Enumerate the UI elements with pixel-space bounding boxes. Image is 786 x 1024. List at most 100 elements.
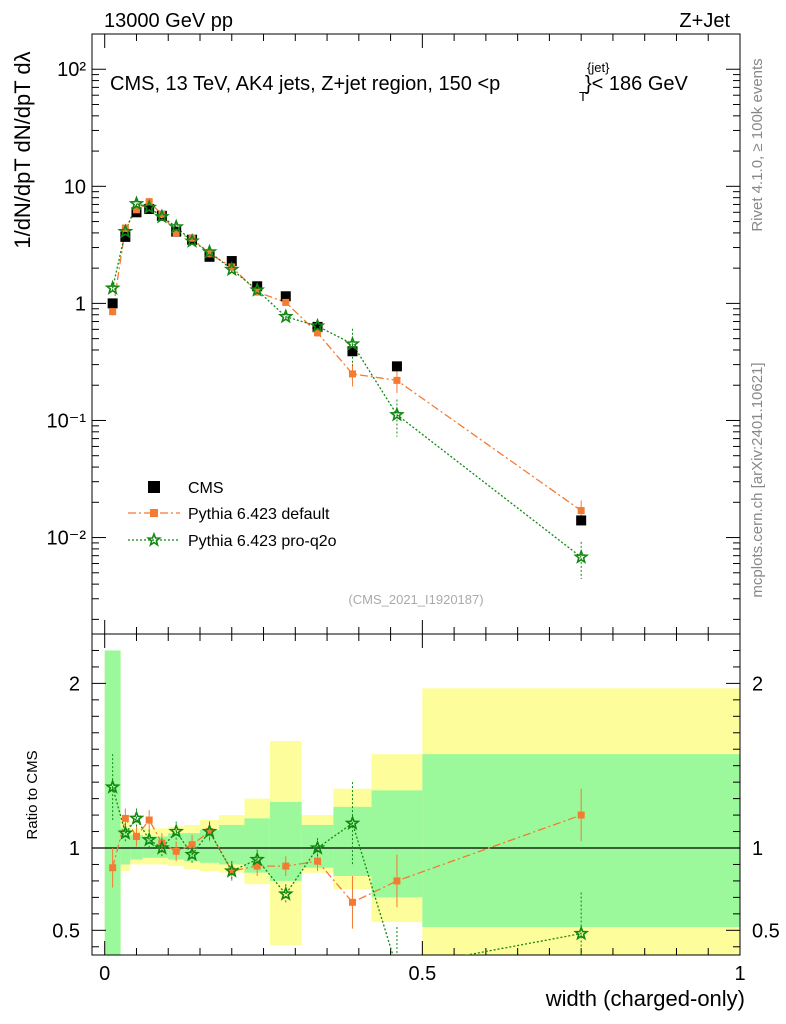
ratio-default-point (172, 847, 180, 855)
ratio-proq2o-point (128, 810, 145, 826)
ratio-proq2o-point (154, 839, 170, 855)
main-y-tick-label: 10² (57, 59, 86, 81)
ratio-proq2o-point (201, 823, 218, 839)
ratio-y-tick-label: 1 (69, 838, 80, 860)
ratio-default-point (188, 841, 196, 849)
main-title-end: }< 186 GeV (585, 73, 689, 95)
ratio-proq2o-point (117, 824, 134, 840)
ratio-x-axis-label: width (charged-only) (545, 986, 745, 1011)
ratio-proq2o-point (391, 962, 402, 973)
ratio-x-tick-label: 0 (99, 963, 110, 985)
main-title: CMS, 13 TeV, AK4 jets, Z+jet region, 150… (110, 60, 689, 104)
cms-data-point (226, 256, 237, 267)
ratio-proq2o-point (249, 851, 266, 867)
ratio-y-axis-label: Ratio to CMS (24, 750, 41, 839)
ratio-default-point (253, 862, 261, 870)
legend-proq2o-marker (146, 531, 162, 547)
pythia-proq2o-point (141, 199, 158, 215)
main-y-tick-label: 10 (64, 176, 86, 198)
pythia-default-point (158, 210, 166, 218)
ratio-y-tick-label-right: 0.5 (752, 920, 780, 942)
ratio-default-point (206, 828, 214, 836)
ratio-default-point (314, 857, 322, 865)
ratio-default-point (348, 898, 356, 906)
cms-data-point (107, 298, 118, 309)
pythia-proq2o-point (117, 223, 134, 239)
pythia-default-point (228, 263, 236, 271)
ratio-proq2o-point (168, 823, 185, 839)
pythia-proq2o-point (249, 281, 266, 297)
ratio-panel-border (91, 633, 741, 956)
ratio-y-tick-label-right: 2 (752, 673, 763, 695)
legend-label: CMS (188, 480, 224, 497)
ratio-default-point (145, 816, 153, 824)
pythia-proq2o-point (128, 195, 145, 211)
ratio-band-inner (120, 828, 131, 865)
pythia-proq2o-point (168, 218, 185, 234)
pythia-proq2o-point (154, 208, 170, 224)
ratio-band-inner (130, 834, 143, 860)
legend-label: Pythia 6.423 default (188, 506, 330, 523)
ratio-proq2o-point (344, 815, 361, 831)
ratio-default-point (393, 877, 401, 885)
pythia-proq2o-point (184, 232, 200, 248)
pythia-default-point (282, 298, 290, 306)
ratio-default-point (121, 814, 129, 822)
energy-label: 13000 GeV pp (104, 10, 233, 32)
pythia-default-point (188, 234, 196, 242)
analysis-watermark: (CMS_2021_I1920187) (348, 592, 483, 607)
ratio-x-tick-label: 1 (734, 963, 745, 985)
pythia-proq2o-point (309, 317, 326, 333)
ratio-uncertainty-bands (104, 650, 740, 955)
process-label: Z+Jet (679, 10, 730, 32)
pythia-default-point (348, 370, 356, 378)
ratio-default-line (111, 814, 582, 904)
pythia-proq2o-point (389, 406, 405, 422)
pythia-default-point (577, 507, 585, 515)
ratio-proq2o-point (223, 862, 240, 878)
pythia-default-line (111, 200, 582, 512)
legend: CMS Pythia 6.423 default Pythia 6.423 pro-… (128, 480, 337, 550)
ratio-proq2o-point (277, 885, 294, 901)
main-title-subscript: T (579, 89, 587, 104)
ratio-panel-data (104, 754, 590, 973)
main-panel-data (104, 195, 590, 580)
ratio-default-point (577, 811, 585, 819)
pythia-default-point (121, 224, 129, 232)
ratio-default-point (132, 832, 140, 840)
pythia-default-point (314, 329, 322, 337)
ratio-y-tick-label: 0.5 (52, 920, 80, 942)
pythia-default-point (393, 376, 401, 384)
main-title-text: CMS, 13 TeV, AK4 jets, Z+jet region, 150… (110, 73, 500, 95)
cms-data-point (312, 321, 323, 332)
cms-data-point (280, 291, 291, 302)
cms-data-point (120, 231, 131, 242)
pythia-proq2o-point (573, 548, 590, 564)
main-y-tick-label: 10⁻² (47, 528, 87, 550)
ratio-y-tick-label-right: 1 (752, 838, 763, 860)
main-y-tick-label: 10⁻¹ (47, 410, 87, 432)
ratio-proq2o-point (141, 831, 158, 847)
pythia-proq2o-point (223, 261, 240, 277)
main-title-superscript: {jet} (587, 60, 610, 75)
legend-cms-marker (148, 481, 160, 493)
ratio-x-tick-label: 0.5 (408, 963, 436, 985)
ratio-default-point (228, 867, 236, 875)
ratio-proq2o-point (309, 839, 326, 855)
pythia-default-point (109, 308, 117, 316)
main-y-tick-label: 1 (75, 293, 86, 315)
pythia-proq2o-point (277, 308, 294, 324)
ratio-proq2o-point (573, 925, 590, 941)
ratio-proq2o-point (104, 778, 121, 794)
legend-default-marker (150, 509, 158, 517)
cms-data-point (576, 515, 587, 526)
mcplots-label: mcplots.cern.ch [arXiv:2401.10621] (749, 362, 766, 597)
legend-label: Pythia 6.423 pro-q2o (188, 533, 337, 550)
main-panel-frame: 10⁻² 10⁻¹ 1 10 10² 0 0.5 1 0.5 0.5 1 1 2 2 (47, 33, 780, 985)
ratio-proq2o-point (184, 846, 200, 862)
ratio-band-inner (219, 824, 245, 865)
pythia-default-point (172, 229, 180, 237)
ratio-y-tick-label: 2 (69, 673, 80, 695)
ratio-default-point (109, 864, 117, 872)
